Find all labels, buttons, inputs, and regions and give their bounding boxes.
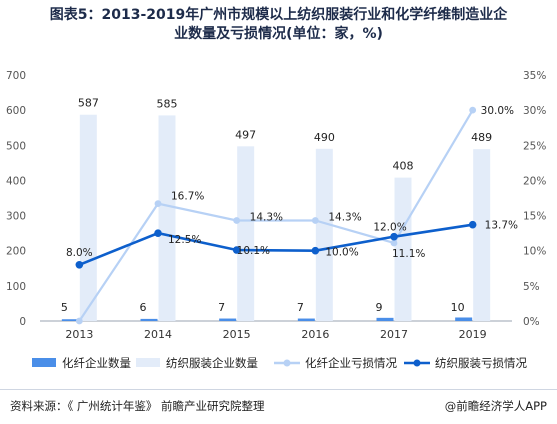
data-label-textile-count: 587 — [78, 97, 99, 110]
bar-textile-count — [394, 177, 412, 321]
x-tick-label: 2019 — [459, 328, 487, 341]
y-left-tick-label: 300 — [6, 211, 26, 223]
y-left-tick-label: 400 — [6, 175, 26, 187]
data-label-chemical-fiber-count: 7 — [297, 301, 304, 314]
point-chemical-fiber-loss — [469, 106, 477, 114]
bar-chemical-fiber-count — [455, 317, 473, 321]
x-tick-label: 2015 — [223, 328, 251, 341]
data-label-textile-count: 585 — [157, 97, 178, 110]
y-left-tick-label: 700 — [6, 70, 26, 82]
bar-chemical-fiber-count — [297, 318, 315, 321]
y-right-tick-label: 35% — [523, 70, 546, 82]
chart-title: 图表5：2013-2019年广州市规模以上纺织服装行业和化学纤维制造业企 业数量… — [0, 6, 557, 44]
bar-textile-count — [315, 148, 333, 321]
data-label-chemical-fiber-loss: 14.3% — [328, 211, 361, 223]
bar-textile-count — [158, 115, 176, 322]
data-label-textile-count: 408 — [393, 160, 414, 173]
data-label-textile-loss: 12.0% — [373, 222, 406, 234]
data-label-textile-count: 497 — [235, 128, 256, 141]
data-label-chemical-fiber-loss: 30.0% — [481, 105, 514, 117]
data-label-textile-loss: 8.0% — [66, 247, 93, 259]
y-right-tick-label: 15% — [523, 211, 546, 223]
chart-title-line-1: 图表5：2013-2019年广州市规模以上纺织服装行业和化学纤维制造业企 — [49, 7, 508, 23]
point-chemical-fiber-loss — [154, 200, 162, 208]
data-label-textile-count: 490 — [314, 131, 335, 144]
data-label-chemical-fiber-loss: 11.1% — [392, 248, 425, 260]
x-tick-label: 2013 — [65, 328, 93, 341]
x-tick-label: 2016 — [301, 328, 329, 341]
data-label-chemical-fiber-count: 6 — [140, 301, 147, 314]
series-line-chemical-fiber-loss — [78, 109, 474, 322]
source-note: 资料来源：《 广州统计年鉴》 前瞻产业研究院整理 — [10, 399, 265, 413]
bar-chemical-fiber-count — [376, 317, 394, 321]
point-textile-loss — [232, 246, 241, 254]
y-right-tick-label: 25% — [523, 140, 546, 152]
point-textile-loss — [311, 246, 320, 255]
point-textile-loss — [390, 232, 398, 241]
y-right-tick-label: 30% — [523, 105, 546, 117]
point-chemical-fiber-loss — [75, 317, 83, 325]
y-left-tick-label: 200 — [6, 246, 26, 258]
bar-chemical-fiber-count — [61, 319, 79, 321]
y-right-tick-label: 10% — [523, 246, 546, 258]
y-left-tick-label: 600 — [6, 105, 26, 117]
bar-textile-count — [79, 114, 97, 321]
data-label-textile-loss: 10.1% — [237, 245, 270, 257]
point-textile-loss — [468, 220, 477, 229]
brand-label: @前瞻经济学人APP — [444, 399, 547, 413]
data-label-textile-loss: 10.0% — [325, 247, 358, 259]
bar-textile-count — [237, 146, 255, 321]
legend-textile-count-label: 纺织服装企业数量 — [166, 356, 258, 370]
y-right-tick-label: 20% — [523, 175, 546, 187]
chart-title-line-2: 业数量及亏损情况(单位：家，%) — [174, 26, 383, 42]
bar-textile-count — [473, 149, 491, 321]
point-chemical-fiber-loss — [390, 239, 398, 247]
x-tick-label: 2017 — [380, 328, 408, 341]
legend-textile-count-swatch — [136, 358, 160, 367]
data-label-chemical-fiber-count: 9 — [376, 301, 383, 314]
series-line-textile-loss — [78, 223, 473, 266]
data-label-chemical-fiber-loss: 16.7% — [171, 191, 204, 203]
point-textile-loss — [75, 260, 84, 269]
point-chemical-fiber-loss — [233, 217, 241, 224]
data-label-textile-loss: 12.5% — [168, 234, 201, 246]
legend-textile-loss-label: 纺织服装亏损情况 — [435, 356, 527, 370]
point-textile-loss — [154, 229, 162, 237]
footer-divider — [0, 389, 557, 390]
data-label-chemical-fiber-count: 5 — [61, 301, 68, 314]
y-right-tick-label: 0% — [523, 316, 540, 328]
data-label-textile-count: 489 — [471, 131, 492, 144]
y-right-tick-label: 5% — [523, 281, 540, 293]
y-left-tick-label: 0 — [19, 316, 26, 328]
legend-chemical-fiber-loss-marker — [283, 359, 291, 367]
data-label-chemical-fiber-count: 7 — [218, 301, 225, 314]
legend-chemical-fiber-count-swatch — [32, 358, 56, 367]
data-label-textile-loss: 13.7% — [485, 220, 518, 232]
y-left-tick-label: 100 — [6, 281, 26, 293]
legend-textile-loss-marker — [413, 359, 421, 367]
legend-chemical-fiber-count-label: 化纤企业数量 — [62, 356, 131, 370]
bar-chemical-fiber-count — [219, 318, 237, 321]
legend-chemical-fiber-loss-label: 化纤企业亏损情况 — [305, 356, 397, 370]
data-label-chemical-fiber-count: 10 — [451, 301, 465, 314]
y-left-tick-label: 500 — [6, 140, 26, 152]
point-chemical-fiber-loss — [311, 217, 319, 224]
data-label-chemical-fiber-loss: 14.3% — [250, 211, 283, 223]
bar-chemical-fiber-count — [140, 318, 158, 321]
x-tick-label: 2014 — [144, 328, 172, 341]
